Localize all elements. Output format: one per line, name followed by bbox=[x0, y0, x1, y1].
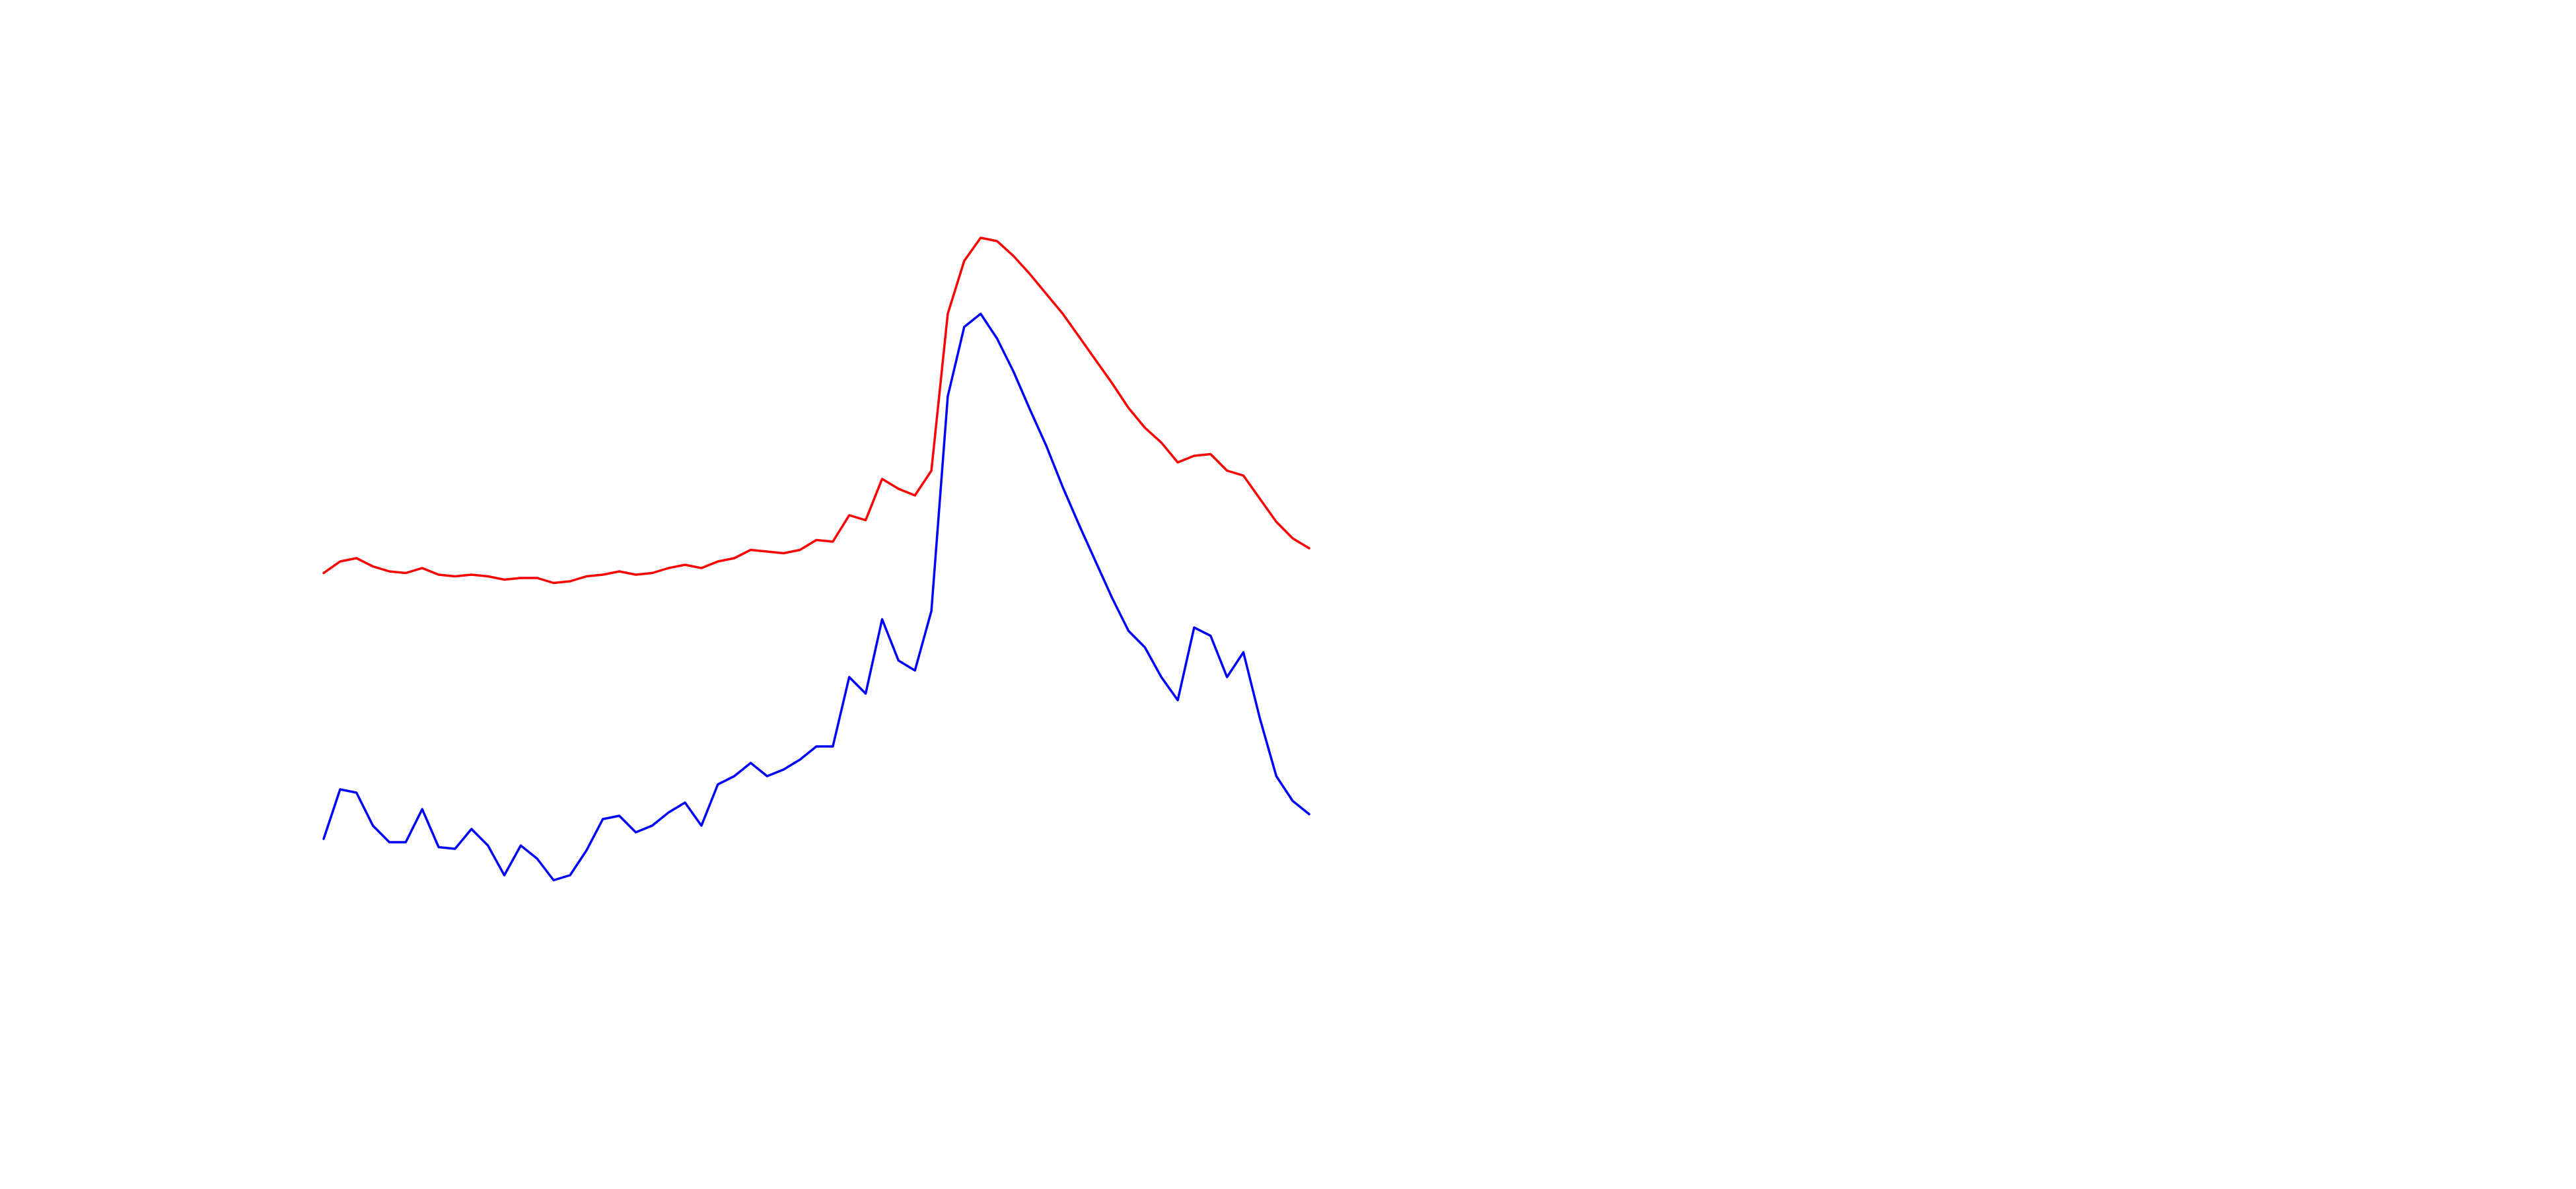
data-line bbox=[322, 236, 1310, 585]
data-line bbox=[322, 312, 1310, 882]
